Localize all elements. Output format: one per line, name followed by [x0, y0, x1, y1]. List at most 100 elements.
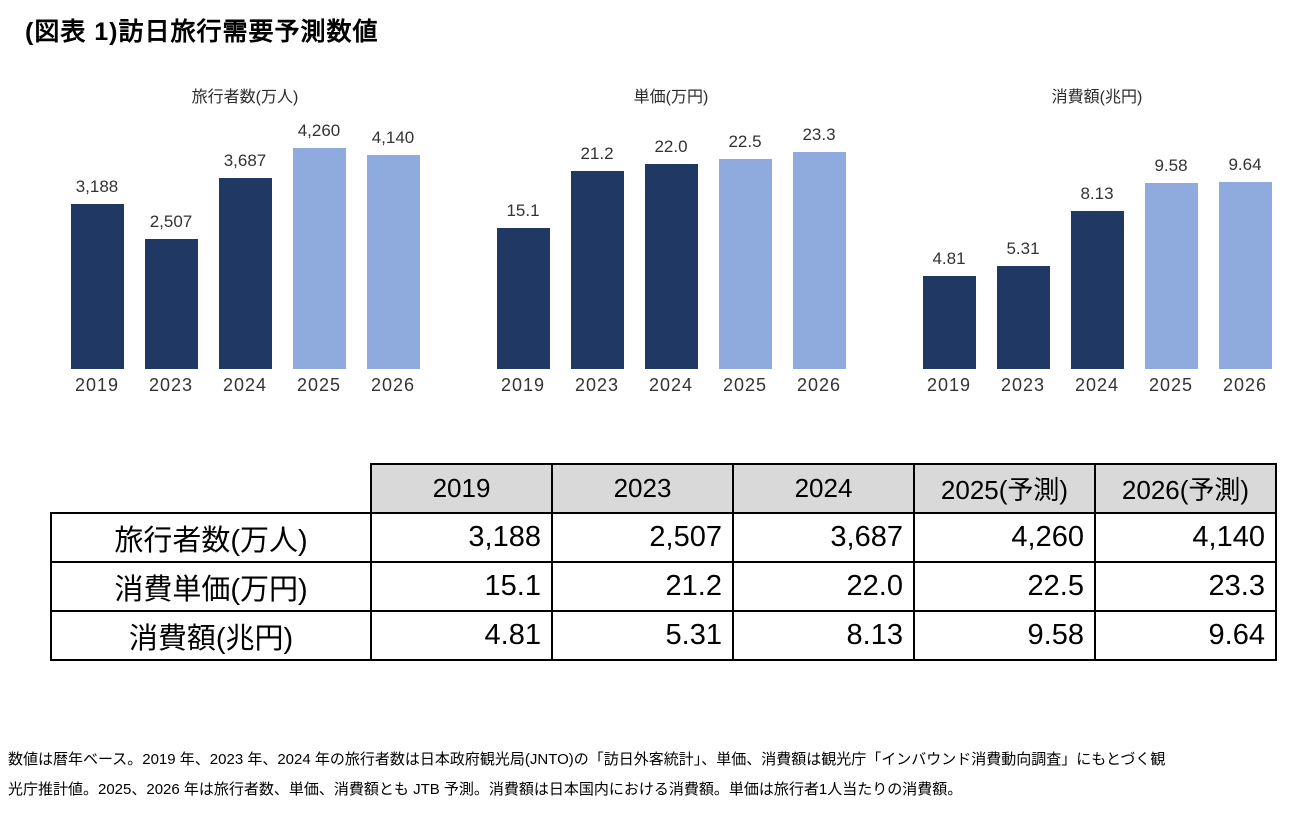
bar-value-label: 4.81	[932, 249, 966, 268]
bar-column: 22.0	[634, 137, 708, 369]
table-row-label: 消費額(兆円)	[50, 610, 372, 661]
bar	[292, 148, 346, 369]
x-axis-label: 2019	[74, 375, 120, 395]
x-axis-label: 2025	[1148, 375, 1194, 395]
bar-value-label: 8.13	[1080, 184, 1114, 203]
table-cell-value: 22.0	[732, 561, 915, 612]
table-header-row: 2019 2023 2024 2025(予測) 2026(予測)	[51, 463, 1277, 514]
bar-column: 21.2	[560, 144, 634, 369]
table-corner-cell	[51, 464, 371, 513]
bar-value-label: 4,260	[297, 121, 341, 140]
bar	[496, 228, 550, 369]
bar	[922, 276, 976, 369]
chart-plot: 15.1 21.2 22.0 22.5 23.3	[486, 125, 856, 369]
x-axis-label: 2023	[574, 375, 620, 395]
x-axis-label: 2024	[1074, 375, 1120, 395]
x-axis-label: 2024	[222, 375, 268, 395]
x-axis-label: 2024	[648, 375, 694, 395]
x-axis-label: 2025	[722, 375, 768, 395]
bar-value-label: 2,507	[149, 212, 193, 231]
x-axis-label: 2025	[296, 375, 342, 395]
table-cell-value: 4,140	[1094, 512, 1277, 563]
bar	[718, 159, 772, 369]
table-cell-value: 21.2	[551, 561, 734, 612]
bar	[366, 155, 420, 369]
bar	[1070, 211, 1124, 369]
bar-value-label: 3,188	[75, 177, 119, 196]
bar-column: 9.58	[1134, 156, 1208, 369]
chart-x-axis: 2019 2023 2024 2025 2026	[912, 375, 1282, 396]
table-cell-value: 9.58	[913, 610, 1096, 661]
x-axis-label: 2019	[500, 375, 546, 395]
bar	[570, 171, 624, 369]
bar-column: 3,687	[208, 151, 282, 369]
x-axis-label: 2026	[796, 375, 842, 395]
bar-column: 9.64	[1208, 155, 1282, 369]
table-cell-value: 4.81	[370, 610, 553, 661]
bar-column: 3,188	[60, 177, 134, 369]
chart-title: 単価(万円)	[633, 89, 709, 106]
bar-value-label: 5.31	[1006, 239, 1040, 258]
bar-value-label: 23.3	[802, 125, 836, 144]
table-cell-value: 9.64	[1094, 610, 1277, 661]
table-cell-value: 4,260	[913, 512, 1096, 563]
bar-column: 2,507	[134, 212, 208, 369]
charts-row: 旅行者数(万人) 3,188 2,507 3,687 4,260 4,140 2019 202…	[60, 83, 1282, 396]
table-column-header: 2019	[370, 463, 553, 514]
bar-column: 4,260	[282, 121, 356, 369]
x-axis-label: 2019	[926, 375, 972, 395]
bar-value-label: 22.5	[728, 132, 762, 151]
chart-1: 旅行者数(万人) 3,188 2,507 3,687 4,260 4,140 2019 202…	[60, 83, 430, 396]
x-axis-label: 2023	[1000, 375, 1046, 395]
data-table: 2019 2023 2024 2025(予測) 2026(予測) 旅行者数(万人) 3,1…	[50, 463, 1277, 661]
table-row: 旅行者数(万人) 3,188 2,507 3,687 4,260 4,140	[50, 512, 1277, 563]
bar	[1218, 182, 1272, 369]
bar-column: 4.81	[912, 249, 986, 369]
footnote-line-2: 光庁推計値。2025、2026 年は旅行者数、単価、消費額とも JTB 予測。消…	[8, 781, 963, 798]
table-cell-value: 15.1	[370, 561, 553, 612]
table-row-label: 消費単価(万円)	[50, 561, 372, 612]
bar	[218, 178, 272, 369]
table-row-label: 旅行者数(万人)	[50, 512, 372, 563]
chart-x-axis: 2019 2023 2024 2025 2026	[60, 375, 430, 396]
table-row: 消費単価(万円) 15.1 21.2 22.0 22.5 23.3	[50, 561, 1277, 612]
bar-value-label: 3,687	[223, 151, 267, 170]
bar	[792, 152, 846, 369]
chart-3: 消費額(兆円) 4.81 5.31 8.13 9.58 9.64 2019 2023 2024 2…	[912, 83, 1282, 396]
bar-value-label: 4,140	[371, 128, 415, 147]
table-column-header: 2026(予測)	[1094, 463, 1277, 514]
bar-value-label: 21.2	[580, 144, 614, 163]
bar-column: 4,140	[356, 128, 430, 369]
bar-column: 5.31	[986, 239, 1060, 369]
chart-2: 単価(万円) 15.1 21.2 22.0 22.5 23.3 2019 2023 2024 20…	[486, 83, 856, 396]
footnote: 数値は暦年ベース。2019 年、2023 年、2024 年の旅行者数は日本政府観…	[8, 745, 1310, 805]
bar-value-label: 9.58	[1154, 156, 1188, 175]
table-cell-value: 3,687	[732, 512, 915, 563]
bar-column: 15.1	[486, 201, 560, 369]
bar-value-label: 15.1	[506, 201, 540, 220]
table-cell-value: 8.13	[732, 610, 915, 661]
table-column-header: 2024	[732, 463, 915, 514]
chart-title: 旅行者数(万人)	[191, 89, 299, 106]
table-cell-value: 22.5	[913, 561, 1096, 612]
bar	[1144, 183, 1198, 369]
table-cell-value: 5.31	[551, 610, 734, 661]
table-column-header: 2023	[551, 463, 734, 514]
chart-x-axis: 2019 2023 2024 2025 2026	[486, 375, 856, 396]
bar	[996, 266, 1050, 369]
table-cell-value: 3,188	[370, 512, 553, 563]
bar	[644, 164, 698, 369]
x-axis-label: 2026	[370, 375, 416, 395]
bar-column: 22.5	[708, 132, 782, 369]
bar-column: 23.3	[782, 125, 856, 369]
chart-plot: 3,188 2,507 3,687 4,260 4,140	[60, 121, 430, 369]
footnote-line-1: 数値は暦年ベース。2019 年、2023 年、2024 年の旅行者数は日本政府観…	[8, 751, 1166, 768]
x-axis-label: 2023	[148, 375, 194, 395]
table-column-header: 2025(予測)	[913, 463, 1096, 514]
bar-column: 8.13	[1060, 184, 1134, 369]
bar-value-label: 9.64	[1228, 155, 1262, 174]
table-cell-value: 2,507	[551, 512, 734, 563]
chart-plot: 4.81 5.31 8.13 9.58 9.64	[912, 136, 1282, 369]
bar	[144, 239, 198, 369]
